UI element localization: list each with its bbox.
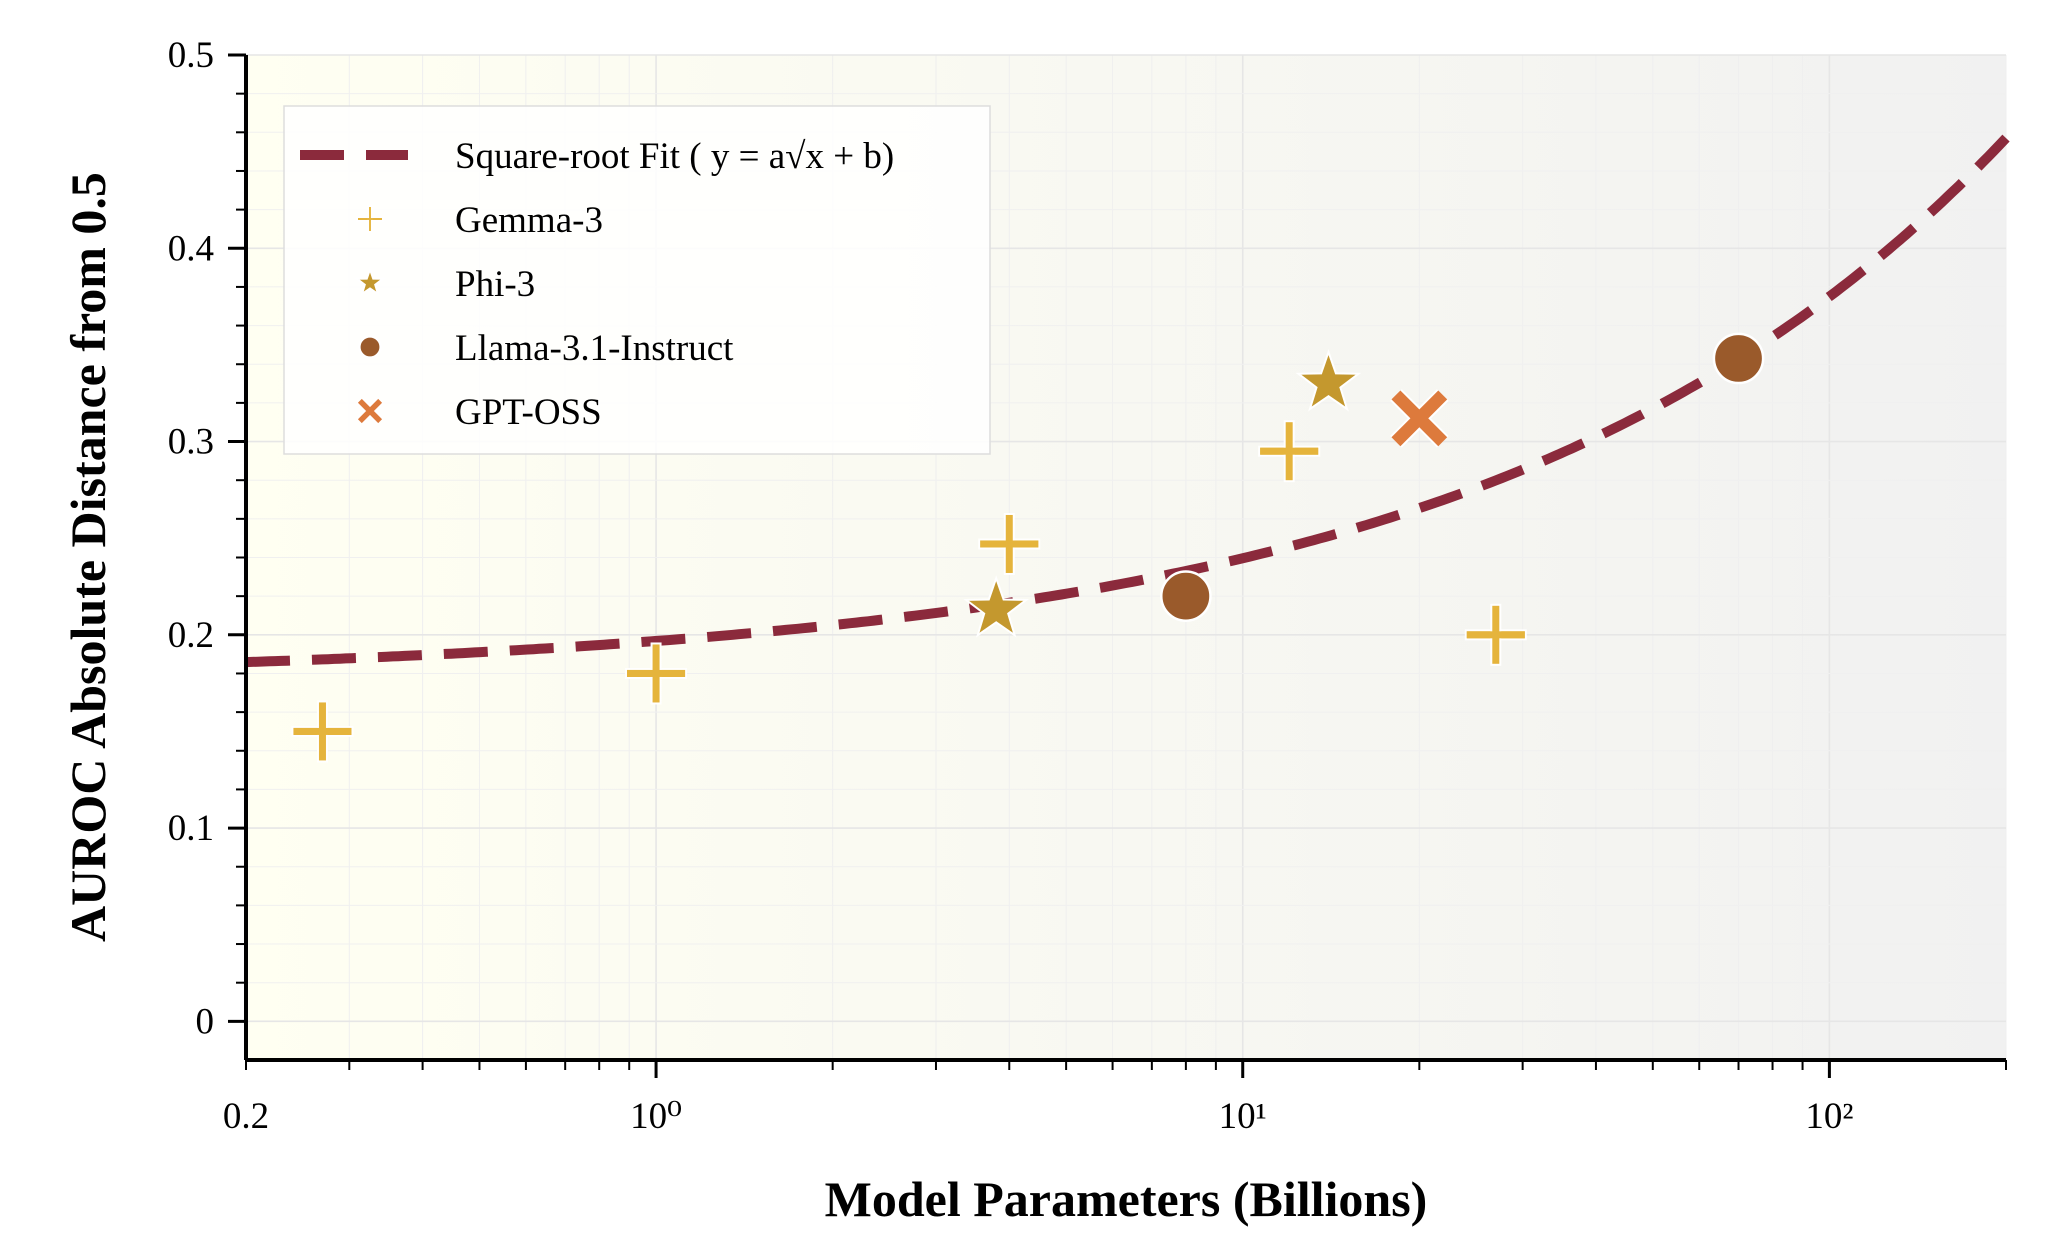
- y-axis-title: AUROC Absolute Distance from 0.5: [60, 172, 116, 942]
- x-tick-label: 10⁰: [630, 1096, 682, 1137]
- legend-marker-x: [356, 397, 384, 425]
- x-stroke: [357, 398, 383, 424]
- data-point-circle: [1160, 570, 1212, 623]
- data-point-star: [963, 575, 1030, 638]
- x-tick-label: 10²: [1805, 1096, 1853, 1137]
- fit-layer: [245, 134, 2010, 668]
- plus-fill: [358, 218, 382, 220]
- plus-fill: [293, 727, 352, 735]
- x-axis-title: Model Parameters (Billions): [825, 1171, 1428, 1227]
- data-point-plus: [1464, 603, 1527, 666]
- data-point-plus: [978, 512, 1041, 575]
- y-tick-label: 0: [196, 1001, 215, 1042]
- plus-fill: [1260, 447, 1319, 455]
- plus-fill: [627, 669, 686, 677]
- legend: Square-root Fit ( y = a√x + b) Gemma-3 Phi…: [283, 105, 991, 455]
- x-stroke: [1391, 390, 1448, 447]
- legend-marker-star: [354, 266, 386, 297]
- y-tick-label: 0.5: [168, 35, 214, 76]
- data-point-x: [1390, 389, 1449, 448]
- legend-label: Gemma-3: [455, 200, 603, 241]
- x-tick-label: 0.2: [223, 1096, 269, 1137]
- data-point-plus: [625, 642, 688, 705]
- y-tick-label: 0.2: [168, 615, 214, 656]
- legend-label: Phi-3: [455, 264, 535, 305]
- legend-label: Llama-3.1-Instruct: [455, 328, 734, 369]
- points-layer: [291, 332, 1765, 763]
- y-tick-label: 0.4: [168, 228, 214, 269]
- y-tick-label: 0.1: [168, 808, 214, 849]
- data-point-circle: [1712, 332, 1765, 385]
- data-point-plus: [1258, 420, 1321, 483]
- legend-box: [283, 105, 991, 455]
- legend-label: Square-root Fit ( y = a√x + b): [455, 136, 894, 177]
- legend-label: GPT-OSS: [455, 392, 602, 433]
- plus-fill: [980, 540, 1039, 548]
- y-tick-label: 0.3: [168, 422, 214, 463]
- x-tick-label: 10¹: [1219, 1096, 1267, 1137]
- legend-marker-circle: [358, 335, 382, 359]
- axes: 0 0.1 0.2 0.3 0.4 0.5 0.2 10⁰ 10¹ 10²: [168, 35, 2007, 1137]
- plus-fill: [1466, 631, 1525, 639]
- data-point-star: [1295, 349, 1362, 412]
- data-point-plus: [291, 700, 354, 763]
- fit-curve: [245, 134, 2010, 668]
- legend-marker-plus: [356, 205, 384, 233]
